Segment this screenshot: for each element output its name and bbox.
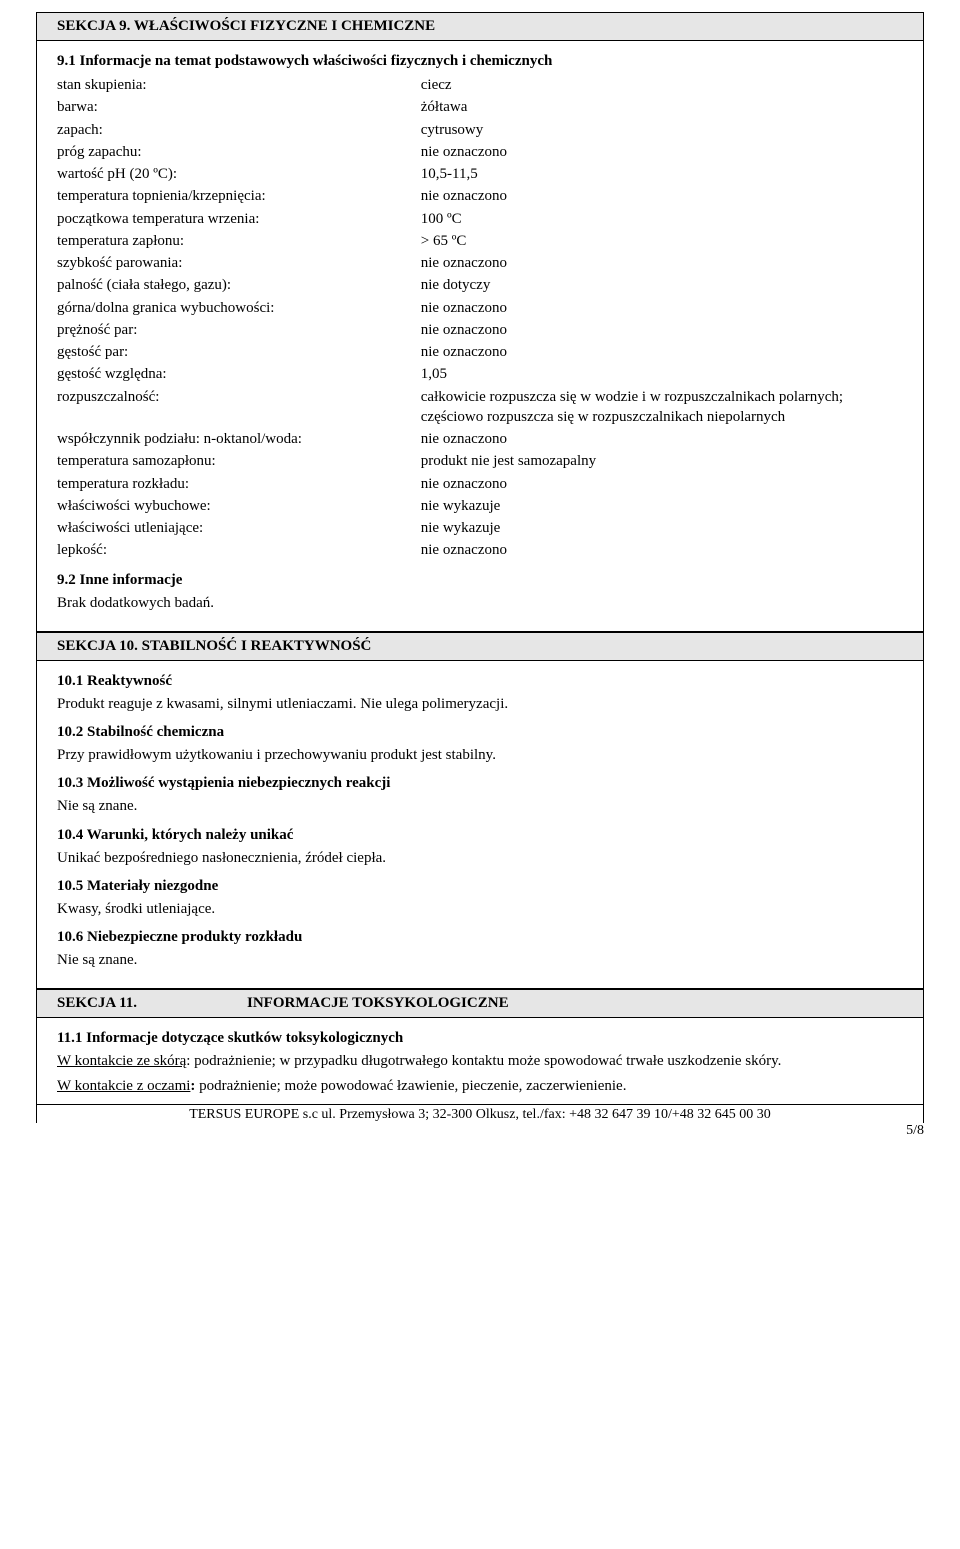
prop-row: zapach:cytrusowy — [57, 119, 903, 141]
prop-label: zapach: — [57, 119, 421, 141]
prop-value: nie wykazuje — [421, 517, 903, 539]
section10-item-heading: 10.6 Niebezpieczne produkty rozkładu — [57, 929, 903, 946]
prop-label: początkowa temperatura wrzenia: — [57, 208, 421, 230]
prop-value: ciecz — [421, 74, 903, 96]
prop-label: barwa: — [57, 96, 421, 118]
page: SEKCJA 9. WŁAŚCIWOŚCI FIZYCZNE I CHEMICZ… — [0, 0, 960, 1123]
prop-label: temperatura rozkładu: — [57, 473, 421, 495]
prop-value: 1,05 — [421, 363, 903, 385]
section10-item-text: Unikać bezpośredniego nasłonecznienia, ź… — [57, 848, 903, 868]
prop-row: początkowa temperatura wrzenia:100 ºC — [57, 208, 903, 230]
prop-value: cytrusowy — [421, 119, 903, 141]
prop-value: nie oznaczono — [421, 341, 903, 363]
prop-label: szybkość parowania: — [57, 252, 421, 274]
section10-item-heading: 10.3 Możliwość wystąpienia niebezpieczny… — [57, 775, 903, 792]
prop-label: współczynnik podziału: n-oktanol/woda: — [57, 428, 421, 450]
prop-label: gęstość par: — [57, 341, 421, 363]
prop-value: nie oznaczono — [421, 473, 903, 495]
section10-header: SEKCJA 10. STABILNOŚĆ I REAKTYWNOŚĆ — [37, 632, 923, 661]
prop-value: nie dotyczy — [421, 274, 903, 296]
section10-item-text: Nie są znane. — [57, 950, 903, 970]
section10-item-text: Nie są znane. — [57, 796, 903, 816]
section11-header: SEKCJA 11.INFORMACJE TOKSYKOLOGICZNE — [37, 989, 923, 1018]
prop-value: nie oznaczono — [421, 141, 903, 163]
footer: TERSUS EUROPE s.c ul. Przemysłowa 3; 32-… — [37, 1104, 923, 1123]
eyes-text: podrażnienie; może powodować łzawienie, … — [195, 1078, 626, 1094]
section11-skin: W kontakcie ze skórą: podrażnienie; w pr… — [57, 1051, 903, 1071]
section9-sub91: 9.1 Informacje na temat podstawowych wła… — [57, 53, 903, 70]
prop-label: właściwości utleniające: — [57, 517, 421, 539]
prop-row: wartość pH (20 ºC):10,5-11,5 — [57, 163, 903, 185]
section10-item-text: Produkt reaguje z kwasami, silnymi utlen… — [57, 694, 903, 714]
prop-label: temperatura topnienia/krzepnięcia: — [57, 185, 421, 207]
prop-label: właściwości wybuchowe: — [57, 495, 421, 517]
prop-value: nie oznaczono — [421, 539, 903, 561]
section10-item-heading: 10.4 Warunki, których należy unikać — [57, 827, 903, 844]
prop-label: gęstość względna: — [57, 363, 421, 385]
prop-row: górna/dolna granica wybuchowości:nie ozn… — [57, 297, 903, 319]
prop-row: temperatura zapłonu:> 65 ºC — [57, 230, 903, 252]
section9-body: 9.1 Informacje na temat podstawowych wła… — [37, 41, 923, 632]
skin-text: : podrażnienie; w przypadku długotrwałeg… — [186, 1053, 781, 1069]
prop-row: gęstość względna:1,05 — [57, 363, 903, 385]
prop-label: górna/dolna granica wybuchowości: — [57, 297, 421, 319]
eyes-label: W kontakcie z oczami — [57, 1078, 190, 1094]
prop-row: barwa:żółtawa — [57, 96, 903, 118]
prop-label: wartość pH (20 ºC): — [57, 163, 421, 185]
prop-label: temperatura zapłonu: — [57, 230, 421, 252]
prop-row: właściwości utleniające:nie wykazuje — [57, 517, 903, 539]
prop-value: nie oznaczono — [421, 319, 903, 341]
prop-label: rozpuszczalność: — [57, 386, 421, 429]
prop-value: nie oznaczono — [421, 297, 903, 319]
prop-value: produkt nie jest samozapalny — [421, 450, 903, 472]
prop-value: nie wykazuje — [421, 495, 903, 517]
section9-sub92: 9.2 Inne informacje — [57, 572, 903, 589]
prop-value: żółtawa — [421, 96, 903, 118]
section11-eyes: W kontakcie z oczami: podrażnienie; może… — [57, 1076, 903, 1096]
section10-item-text: Kwasy, środki utleniające. — [57, 899, 903, 919]
section11-body: 11.1 Informacje dotyczące skutków toksyk… — [37, 1018, 923, 1100]
prop-value: nie oznaczono — [421, 428, 903, 450]
section10-body: 10.1 Reaktywność Produkt reaguje z kwasa… — [37, 661, 923, 990]
prop-row: temperatura samozapłonu:produkt nie jest… — [57, 450, 903, 472]
prop-row: gęstość par:nie oznaczono — [57, 341, 903, 363]
prop-row: prężność par:nie oznaczono — [57, 319, 903, 341]
section9-header: SEKCJA 9. WŁAŚCIWOŚCI FIZYCZNE I CHEMICZ… — [37, 12, 923, 41]
prop-row: próg zapachu:nie oznaczono — [57, 141, 903, 163]
prop-label: próg zapachu: — [57, 141, 421, 163]
prop-row: temperatura rozkładu:nie oznaczono — [57, 473, 903, 495]
prop-row: temperatura topnienia/krzepnięcia:nie oz… — [57, 185, 903, 207]
prop-value: > 65 ºC — [421, 230, 903, 252]
prop-row: współczynnik podziału: n-oktanol/woda:ni… — [57, 428, 903, 450]
prop-label: prężność par: — [57, 319, 421, 341]
prop-value: 100 ºC — [421, 208, 903, 230]
section10-item-heading: 10.2 Stabilność chemiczna — [57, 724, 903, 741]
prop-row: rozpuszczalność:całkowicie rozpuszcza si… — [57, 386, 903, 429]
content-frame: SEKCJA 9. WŁAŚCIWOŚCI FIZYCZNE I CHEMICZ… — [36, 12, 924, 1123]
section10-item-text: Przy prawidłowym użytkowaniu i przechowy… — [57, 745, 903, 765]
prop-row: palność (ciała stałego, gazu):nie dotycz… — [57, 274, 903, 296]
prop-row: stan skupienia:ciecz — [57, 74, 903, 96]
section11-prefix: SEKCJA 11. — [57, 995, 247, 1012]
section10-item-heading: 10.5 Materiały niezgodne — [57, 878, 903, 895]
prop-value: całkowicie rozpuszcza się w wodzie i w r… — [421, 386, 903, 429]
skin-label: W kontakcie ze skórą — [57, 1053, 186, 1069]
section11-rest: INFORMACJE TOKSYKOLOGICZNE — [247, 995, 509, 1011]
prop-label: lepkość: — [57, 539, 421, 561]
prop-label: temperatura samozapłonu: — [57, 450, 421, 472]
prop-row: szybkość parowania:nie oznaczono — [57, 252, 903, 274]
section10-item-heading: 10.1 Reaktywność — [57, 673, 903, 690]
prop-label: stan skupienia: — [57, 74, 421, 96]
section9-sub92-text: Brak dodatkowych badań. — [57, 593, 903, 613]
prop-value: 10,5-11,5 — [421, 163, 903, 185]
prop-label: palność (ciała stałego, gazu): — [57, 274, 421, 296]
prop-row: właściwości wybuchowe:nie wykazuje — [57, 495, 903, 517]
prop-value: nie oznaczono — [421, 252, 903, 274]
page-number: 5/8 — [0, 1123, 960, 1147]
section11-sub111: 11.1 Informacje dotyczące skutków toksyk… — [57, 1030, 903, 1047]
prop-value: nie oznaczono — [421, 185, 903, 207]
prop-row: lepkość:nie oznaczono — [57, 539, 903, 561]
properties-table: stan skupienia:ciecz barwa:żółtawa zapac… — [57, 74, 903, 562]
